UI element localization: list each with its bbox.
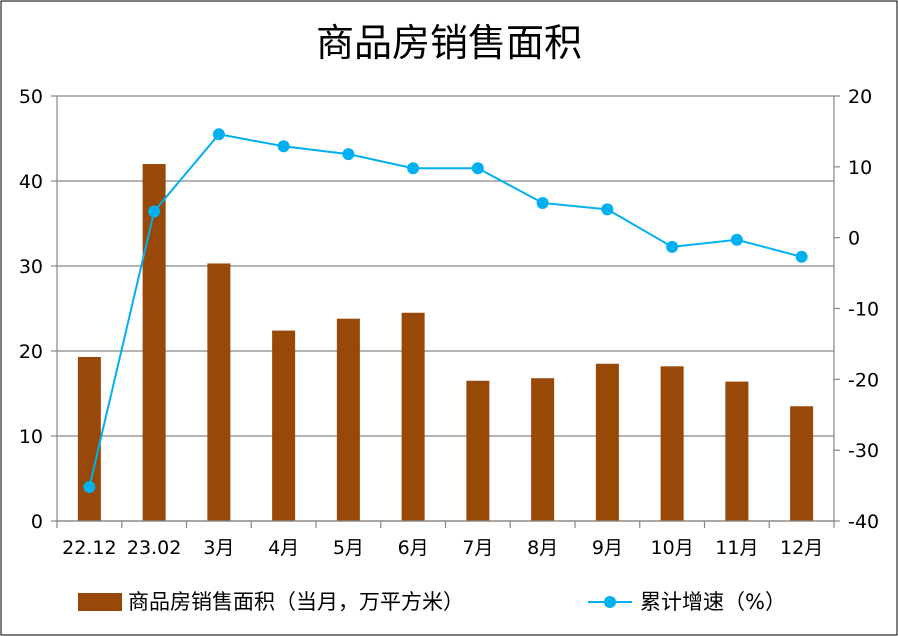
bar [77, 356, 101, 521]
left-axis-ticks: 0 10 20 30 40 50 [19, 86, 43, 533]
bar [531, 378, 555, 521]
x-tick-label: 11月 [715, 537, 758, 559]
right-tick-label: 10 [848, 157, 872, 179]
line-point [471, 162, 484, 175]
growth-line [88, 133, 802, 488]
axes [51, 95, 840, 528]
line-point [666, 240, 679, 253]
line-point [277, 140, 290, 153]
line-point [730, 233, 743, 246]
left-tick-label: 50 [19, 86, 43, 108]
bar [401, 312, 425, 521]
x-tick-label: 7月 [462, 537, 493, 559]
line-point [83, 481, 96, 493]
x-tick-label: 23.02 [127, 537, 181, 559]
right-tick-label: -10 [848, 299, 879, 321]
line-point [212, 128, 225, 141]
x-tick-label: 3月 [203, 537, 234, 559]
left-tick-label: 40 [19, 171, 43, 193]
left-tick-label: 20 [19, 341, 43, 363]
chart-title: 商品房销售面积 [316, 21, 582, 65]
bar [336, 318, 360, 521]
x-tick-label: 12月 [780, 537, 823, 559]
bar [595, 363, 619, 521]
bar [790, 406, 814, 521]
legend-bar-label: 商品房销售面积（当月，万平方米） [128, 590, 464, 614]
x-tick-label: 8月 [527, 537, 558, 559]
right-tick-label: 0 [848, 228, 860, 250]
x-tick-label: 10月 [651, 537, 694, 559]
bar [207, 263, 231, 521]
x-tick-label: 5月 [333, 537, 364, 559]
line-point [342, 148, 355, 161]
left-tick-label: 30 [19, 256, 43, 278]
x-tick-label: 4月 [268, 537, 299, 559]
legend-bar-swatch [78, 593, 122, 611]
line-point [536, 196, 549, 209]
left-tick-label: 10 [19, 426, 43, 448]
legend-line-marker [604, 596, 616, 608]
bar [660, 366, 684, 521]
bar [725, 381, 749, 521]
line-point [601, 203, 614, 216]
right-tick-label: -30 [848, 440, 879, 462]
line-series [83, 128, 808, 493]
line-point [795, 250, 808, 263]
line-point [148, 205, 161, 218]
left-tick-label: 0 [31, 511, 43, 533]
bar [142, 164, 166, 521]
line-point [407, 162, 420, 175]
x-tick-label: 22.12 [62, 537, 116, 559]
bar-series [77, 164, 814, 521]
legend: 商品房销售面积（当月，万平方米） 累计增速（%） [78, 590, 786, 614]
legend-line-label: 累计增速（%） [640, 590, 786, 614]
right-tick-label: -20 [848, 369, 879, 391]
x-tick-label: 9月 [592, 537, 623, 559]
right-axis-ticks: -40 -30 -20 -10 0 10 20 [848, 86, 879, 533]
bar [466, 380, 490, 521]
right-tick-label: 20 [848, 86, 872, 108]
bar [272, 330, 296, 521]
x-axis-ticks: 22.12 23.02 3月 4月 5月 6月 7月 8月 9月 10月 11月 12月 [62, 537, 823, 559]
right-tick-label: -40 [848, 511, 879, 533]
x-tick-label: 6月 [398, 537, 429, 559]
